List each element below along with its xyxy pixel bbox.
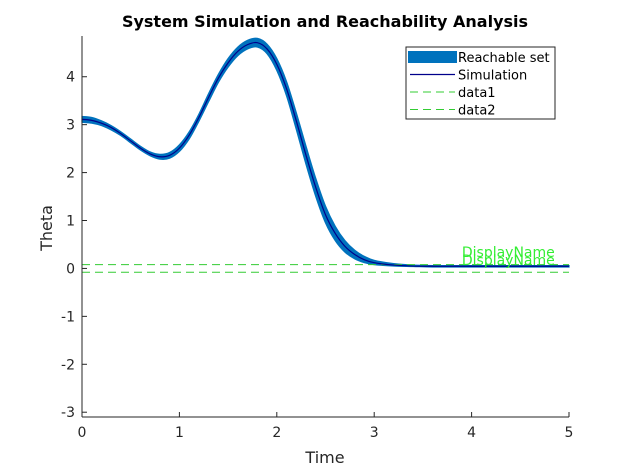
x-tick-label-4: 4 — [467, 425, 476, 441]
y-tick-label-1: 1 — [66, 214, 75, 230]
x-tick-label-5: 5 — [565, 425, 574, 441]
simulation-line — [81, 41, 569, 267]
y-tick-label--3: -3 — [61, 405, 75, 421]
legend-swatch-reachable-set — [408, 51, 457, 63]
y-tick-label-3: 3 — [66, 118, 75, 134]
legend-label-data2: data2 — [458, 104, 496, 119]
x-tick-label-0: 0 — [78, 425, 87, 441]
x-tick-label-3: 3 — [370, 425, 379, 441]
y-tick-label-2: 2 — [66, 166, 75, 182]
x-tick-label-2: 2 — [272, 425, 281, 441]
y-tick-label-4: 4 — [66, 70, 75, 86]
legend: Reachable set Simulation data1 data2 — [405, 46, 556, 120]
y-tick-label-0: 0 — [66, 261, 75, 277]
annotation-display-name-2: DisplayName — [462, 253, 555, 269]
x-axis-label: Time — [304, 448, 344, 467]
annotation-display-name-1: DisplayName — [462, 245, 555, 261]
reachable-set-band — [81, 37, 570, 268]
x-tick-label-1: 1 — [175, 425, 184, 441]
legend-label-reachable-set: Reachable set — [458, 51, 550, 66]
y-axis-label: Theta — [37, 205, 56, 252]
axes: 0 1 2 3 4 5 -3 -2 -1 0 1 2 3 4 — [61, 36, 573, 441]
y-tick-label--1: -1 — [61, 309, 75, 325]
chart-title: System Simulation and Reachability Analy… — [122, 12, 528, 31]
legend-label-data1: data1 — [458, 86, 496, 101]
y-tick-label--2: -2 — [61, 357, 75, 373]
legend-label-simulation: Simulation — [458, 69, 527, 84]
